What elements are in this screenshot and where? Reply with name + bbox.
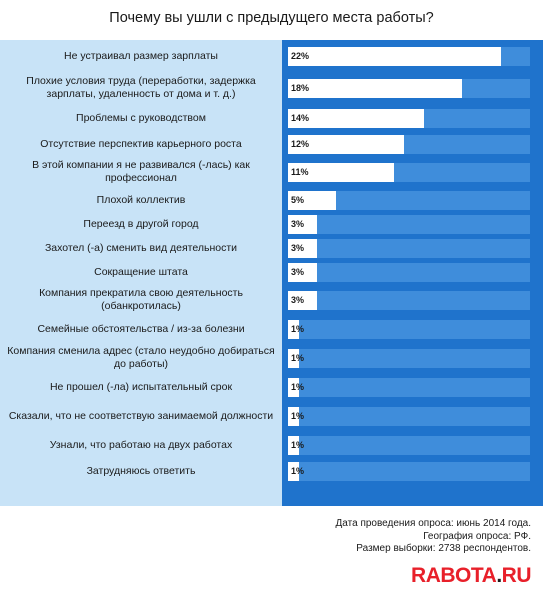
value-label: 12% xyxy=(291,139,310,149)
value-label: 3% xyxy=(291,243,305,253)
bar xyxy=(288,407,299,426)
value-label: 1% xyxy=(291,411,305,421)
survey-sample-size: Размер выборки: 2738 респондентов. xyxy=(356,543,531,554)
value-label: 11% xyxy=(291,167,309,177)
value-label: 18% xyxy=(291,83,310,93)
bar-row: Плохой коллектив 5% xyxy=(0,188,543,212)
bar xyxy=(288,349,299,368)
labels-panel xyxy=(0,40,282,506)
value-label: 1% xyxy=(291,466,305,476)
bar xyxy=(288,239,318,258)
bar-row: Компания прекратила свою деятельность (о… xyxy=(0,284,543,316)
logo-name: RABOTA xyxy=(411,564,497,587)
category-label: Узнали, что работаю на двух работах xyxy=(49,438,233,451)
bar-track xyxy=(288,215,530,234)
value-label: 5% xyxy=(291,195,305,205)
bar-row: Узнали, что работаю на двух работах 1% xyxy=(0,432,543,458)
bar-track xyxy=(288,239,530,258)
logo-tld: RU xyxy=(501,564,532,587)
value-label: 3% xyxy=(291,219,305,229)
value-label: 1% xyxy=(291,353,305,363)
value-label: 1% xyxy=(291,382,305,392)
value-label: 3% xyxy=(291,295,305,305)
bar xyxy=(288,320,299,339)
value-label: 14% xyxy=(291,113,310,123)
category-label: Семейные обстоятельства / из-за болезни xyxy=(37,322,245,335)
bar xyxy=(288,378,299,397)
category-label: Переезд в другой город xyxy=(83,217,199,230)
bar xyxy=(288,109,424,128)
bar-row: Семейные обстоятельства / из-за болезни 1… xyxy=(0,316,543,342)
bar-track xyxy=(288,291,530,310)
bar-row: Сказали, что не соответствую занимаемой … xyxy=(0,400,543,432)
survey-footer: Дата проведения опроса: июнь 2014 года. … xyxy=(336,518,531,556)
bar xyxy=(288,462,299,481)
category-label: Проблемы с руководством xyxy=(76,111,206,124)
category-label: Компания прекратила свою деятельность (о… xyxy=(39,287,243,312)
logo-dot: . xyxy=(496,564,502,587)
bar xyxy=(288,263,318,282)
value-label: 1% xyxy=(291,324,305,334)
bar-row: Компания сменила адрес (стало неудобно д… xyxy=(0,342,543,374)
bar-track xyxy=(288,436,530,455)
bar-row: Сокращение штата 3% xyxy=(0,260,543,284)
bar-chart: Не устраивал размер зарплаты 22% Плохие ус… xyxy=(0,40,543,506)
bar-row: Затрудняюсь ответить 1% xyxy=(0,458,543,484)
bar-track xyxy=(288,378,530,397)
bar-track xyxy=(288,191,530,210)
bar xyxy=(288,215,318,234)
bar xyxy=(288,79,463,98)
bar-row: Проблемы с руководством 14% xyxy=(0,104,543,132)
category-label: Отсутствие перспектив карьерного роста xyxy=(40,137,242,150)
category-label: Не устраивал размер зарплаты xyxy=(64,49,218,62)
bar xyxy=(288,291,318,310)
category-label: Плохие условия труда (переработки, задер… xyxy=(26,75,256,100)
category-label: Захотел (-а) сменить вид деятельности xyxy=(44,241,238,254)
chart-title: Почему вы ушли с предыдущего места работ… xyxy=(109,10,434,26)
survey-date: Дата проведения опроса: июнь 2014 года. xyxy=(335,518,531,529)
bar xyxy=(288,135,405,154)
category-label: Компания сменила адрес (стало неудобно д… xyxy=(7,345,275,370)
value-label: 22% xyxy=(291,51,310,61)
category-label: Затрудняюсь ответить xyxy=(86,464,196,477)
category-label: Не прошел (-ла) испытательный срок xyxy=(49,380,233,393)
bar xyxy=(288,47,501,66)
category-label: Сказали, что не соответствую занимаемой … xyxy=(8,409,274,422)
bar-track xyxy=(288,407,530,426)
bar xyxy=(288,191,337,210)
bar xyxy=(288,163,395,182)
bar-track xyxy=(288,263,530,282)
bar-track xyxy=(288,349,530,368)
bar-track xyxy=(288,462,530,481)
value-label: 1% xyxy=(291,440,305,450)
category-label: Плохой коллектив xyxy=(96,193,186,206)
bar-row: Плохие условия труда (переработки, задер… xyxy=(0,72,543,104)
survey-geography: География опроса: РФ. xyxy=(423,530,531,542)
bar-row: Не прошел (-ла) испытательный срок 1% xyxy=(0,374,543,400)
bar-row: В этой компании я не развивался (-лась) … xyxy=(0,156,543,188)
value-label: 3% xyxy=(291,267,305,277)
bar-track xyxy=(288,320,530,339)
bar-row: Отсутствие перспектив карьерного роста 12… xyxy=(0,132,543,156)
rabota-logo[interactable]: RABOTA.RU xyxy=(411,564,531,588)
bar xyxy=(288,436,299,455)
bar-row: Не устраивал размер зарплаты 22% xyxy=(0,40,543,72)
bar-row: Переезд в другой город 3% xyxy=(0,212,543,236)
bar-row: Захотел (-а) сменить вид деятельности 3% xyxy=(0,236,543,260)
category-label: В этой компании я не развивался (-лась) … xyxy=(32,159,250,184)
category-label: Сокращение штата xyxy=(94,265,188,278)
